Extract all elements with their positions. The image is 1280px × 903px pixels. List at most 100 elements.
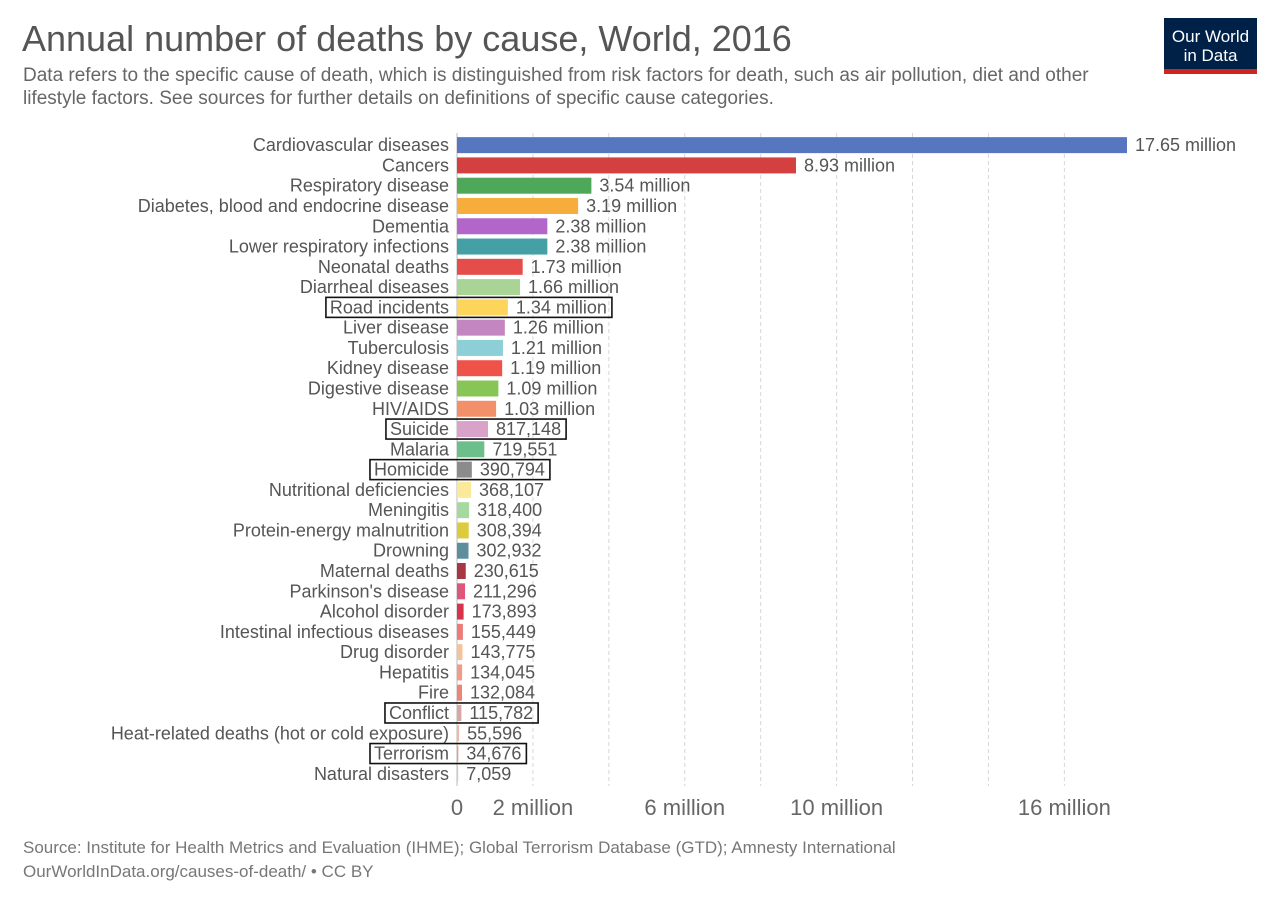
value-label: 318,400 [477,500,542,520]
bar[interactable] [457,238,548,255]
value-label: 1.34 million [516,297,607,317]
bar[interactable] [457,623,463,640]
x-tick-label: 0 [451,795,463,820]
bar[interactable] [457,563,466,580]
chart-footer: Source: Institute for Health Metrics and… [23,836,896,884]
value-label: 302,932 [476,541,541,561]
bar[interactable] [457,481,471,498]
bar[interactable] [457,258,523,275]
category-label: Nutritional deficiencies [269,480,449,500]
x-tick-label: 10 million [790,795,883,820]
value-label: 155,449 [471,622,536,642]
category-label: Liver disease [343,318,449,338]
category-label: Respiratory disease [290,176,449,196]
value-label: 2.38 million [555,216,646,236]
bar[interactable] [457,542,469,559]
bar[interactable] [457,765,459,782]
value-label: 308,394 [477,520,542,540]
highlight-box [369,742,528,765]
value-label: 1.21 million [511,338,602,358]
value-label: 230,615 [474,561,539,581]
category-label: Natural disasters [314,764,449,784]
chart-title: Annual number of deaths by cause, World,… [22,18,792,59]
value-label: 1.73 million [531,257,622,277]
bar[interactable] [457,319,505,336]
bar[interactable] [457,461,472,478]
bar[interactable] [457,218,548,235]
category-label: Cancers [382,155,449,175]
bar[interactable] [457,522,469,539]
bar[interactable] [457,177,592,194]
bar[interactable] [457,664,463,681]
bar[interactable] [457,421,489,438]
category-label: Terrorism [374,744,449,764]
value-label: 1.09 million [506,379,597,399]
highlight-box [385,418,567,440]
category-label: Cardiovascular diseases [253,135,449,155]
bar[interactable] [457,299,508,316]
bar[interactable] [457,360,503,377]
category-label: Parkinson's disease [289,581,449,601]
category-label: Digestive disease [308,379,449,399]
value-label: 390,794 [480,460,545,480]
category-label: Drug disorder [340,642,449,662]
category-label: Maternal deaths [320,561,449,581]
bar[interactable] [457,197,579,214]
highlight-box [325,296,613,319]
bar[interactable] [457,400,497,417]
value-label: 719,551 [492,439,557,459]
bar[interactable] [457,684,463,701]
value-label: 817,148 [496,419,561,439]
value-label: 7,059 [466,764,511,784]
bar[interactable] [457,380,499,397]
bar[interactable] [457,603,464,620]
value-label: 1.19 million [510,358,601,378]
value-label: 132,084 [470,683,535,703]
value-label: 34,676 [466,744,521,764]
owid-logo[interactable]: Our World in Data [1164,18,1257,74]
chart-subtitle: Data refers to the specific cause of dea… [23,65,1089,109]
highlight-box [384,702,539,724]
category-label: Alcohol disorder [320,602,449,622]
category-label: Homicide [374,460,449,480]
category-label: Heat-related deaths (hot or cold exposur… [111,723,449,743]
source-url[interactable]: OurWorldInData.org/causes-of-death/ • CC… [23,862,374,881]
bar[interactable] [457,157,796,174]
value-label: 173,893 [472,602,537,622]
x-tick-label: 2 million [493,795,574,820]
category-label: Hepatitis [379,662,449,682]
value-label: 368,107 [479,480,544,500]
bar[interactable] [457,339,503,356]
bar[interactable] [457,583,466,600]
category-label: HIV/AIDS [372,399,449,419]
category-label: Drowning [373,541,449,561]
category-label: Lower respiratory infections [229,237,449,257]
bar[interactable] [457,502,470,519]
category-label: Dementia [372,216,450,236]
highlight-box [369,458,551,481]
value-label: 3.19 million [586,196,677,216]
bar[interactable] [457,644,463,661]
bar[interactable] [457,704,462,721]
category-label: Diarrheal diseases [300,277,449,297]
x-tick-label: 16 million [1018,795,1111,820]
category-label: Diabetes, blood and endocrine disease [138,196,449,216]
category-label: Tuberculosis [348,338,449,358]
category-label: Protein-energy malnutrition [233,520,449,540]
bar[interactable] [457,745,459,762]
value-label: 3.54 million [599,176,690,196]
value-label: 17.65 million [1135,135,1236,155]
category-label: Intestinal infectious diseases [220,622,449,642]
logo-line-2: in Data [1183,46,1238,65]
category-label: Fire [418,683,449,703]
bar[interactable] [457,441,485,458]
value-label: 115,782 [469,703,533,723]
logo-line-1: Our World [1171,27,1250,46]
source-note: Source: Institute for Health Metrics and… [23,838,896,857]
category-label: Meningitis [368,500,449,520]
bar[interactable] [457,279,521,296]
bar[interactable] [457,137,1127,154]
category-label: Kidney disease [327,358,449,378]
value-label: 1.03 million [504,399,595,419]
bar[interactable] [457,725,460,742]
